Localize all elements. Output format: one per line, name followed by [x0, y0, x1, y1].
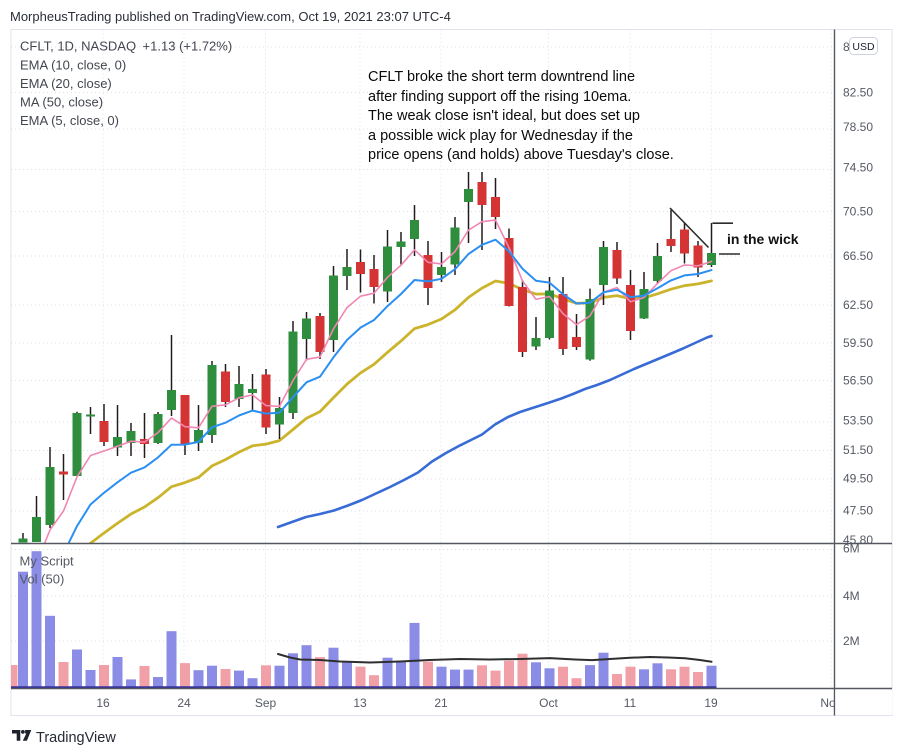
svg-text:MorpheusTrading published on T: MorpheusTrading published on TradingView… — [10, 9, 451, 24]
svg-text:EMA (5, close, 0): EMA (5, close, 0) — [20, 113, 119, 128]
svg-text:MA (50, close): MA (50, close) — [20, 95, 103, 110]
svg-text:2M: 2M — [843, 634, 860, 648]
svg-text:EMA (10, close, 0): EMA (10, close, 0) — [20, 58, 126, 73]
svg-text:Oct: Oct — [539, 696, 558, 710]
svg-text:59.50: 59.50 — [843, 336, 873, 350]
svg-text:Vol (50): Vol (50) — [20, 572, 65, 587]
svg-text:53.50: 53.50 — [843, 414, 873, 428]
svg-text:56.50: 56.50 — [843, 374, 873, 388]
svg-text:13: 13 — [353, 696, 367, 710]
svg-text:EMA (20, close): EMA (20, close) — [20, 76, 112, 91]
svg-text:49.50: 49.50 — [843, 472, 873, 486]
svg-text:74.50: 74.50 — [843, 161, 873, 175]
svg-text:51.50: 51.50 — [843, 443, 873, 457]
svg-text:11: 11 — [624, 696, 637, 710]
svg-text:My Script: My Script — [20, 554, 75, 569]
svg-text:4M: 4M — [843, 589, 860, 603]
svg-text:6M: 6M — [843, 542, 860, 556]
svg-text:70.50: 70.50 — [843, 205, 873, 219]
svg-text:62.50: 62.50 — [843, 298, 873, 312]
svg-text:66.50: 66.50 — [843, 249, 873, 263]
svg-text:Sep: Sep — [255, 696, 277, 710]
svg-text:CFLT, 1D, NASDAQ +1.13 (+1.72%: CFLT, 1D, NASDAQ +1.13 (+1.72%) — [20, 39, 232, 54]
svg-text:47.50: 47.50 — [843, 504, 873, 518]
svg-text:24: 24 — [177, 696, 191, 710]
svg-text:45.80: 45.80 — [843, 533, 873, 547]
svg-text:19: 19 — [704, 696, 718, 710]
svg-text:78.50: 78.50 — [843, 120, 873, 134]
svg-text:21: 21 — [434, 696, 448, 710]
svg-text:16: 16 — [96, 696, 110, 710]
svg-text:82.50: 82.50 — [843, 86, 873, 100]
svg-text:TradingView: TradingView — [36, 730, 116, 746]
svg-text:USD: USD — [852, 41, 875, 53]
svg-text:in the wick: in the wick — [727, 231, 799, 247]
